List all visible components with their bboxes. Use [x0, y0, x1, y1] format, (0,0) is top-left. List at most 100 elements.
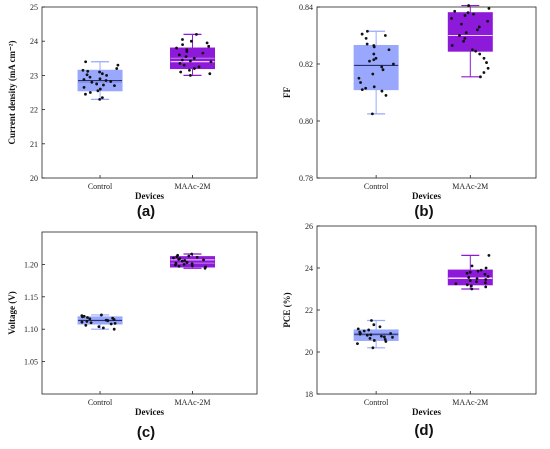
- data-point: [483, 272, 487, 276]
- data-point: [85, 73, 89, 77]
- box-maac-2m: [170, 252, 215, 270]
- data-point: [372, 323, 376, 327]
- data-point: [193, 67, 196, 70]
- box-control: [353, 319, 399, 350]
- y-axis-title: Current density (mA cm⁻²): [7, 40, 17, 144]
- x-axis-title: Devices: [135, 407, 164, 417]
- data-point: [177, 53, 181, 57]
- data-point: [470, 48, 474, 52]
- y-tick-label: 22: [305, 306, 313, 315]
- data-point: [383, 338, 387, 341]
- data-point: [486, 275, 490, 278]
- panel-label: (a): [137, 203, 155, 220]
- x-axis-title: Devices: [412, 191, 441, 201]
- data-point: [113, 84, 116, 88]
- data-point: [384, 340, 388, 343]
- data-point: [365, 333, 369, 337]
- y-axis-title: Voltage (V): [7, 291, 17, 334]
- x-axis-title: Devices: [412, 407, 441, 417]
- data-point: [96, 89, 100, 93]
- data-point: [209, 60, 213, 64]
- data-point: [104, 79, 108, 82]
- data-point: [113, 321, 117, 325]
- data-point: [380, 65, 384, 69]
- data-point: [475, 280, 478, 284]
- data-point: [195, 255, 199, 259]
- x-tick-label: Control: [364, 398, 389, 407]
- data-point: [469, 284, 473, 288]
- data-point: [98, 77, 102, 81]
- data-point: [364, 86, 368, 90]
- data-point: [176, 253, 180, 257]
- data-point: [484, 285, 488, 289]
- data-point: [356, 327, 360, 331]
- data-point: [380, 334, 383, 338]
- data-point: [372, 52, 376, 56]
- y-tick-label: 1.10: [24, 325, 38, 334]
- data-point: [482, 56, 486, 60]
- data-point: [178, 62, 182, 65]
- data-point: [81, 68, 85, 72]
- data-point: [475, 277, 479, 280]
- data-point: [116, 63, 120, 67]
- data-point: [185, 261, 189, 264]
- data-point: [486, 66, 490, 70]
- data-point: [472, 12, 475, 16]
- y-axis-title: PCE (%): [282, 292, 292, 327]
- chart-panel-2: 0.78 0.80 0.82 0.84 Control MAAc-2M Devices FF (…: [282, 3, 537, 220]
- data-point: [358, 330, 362, 334]
- data-point: [474, 49, 478, 53]
- data-point: [100, 96, 104, 100]
- box-maac-2m: [447, 4, 493, 79]
- data-point: [470, 264, 474, 268]
- data-point: [475, 28, 479, 32]
- data-point: [195, 32, 198, 36]
- data-point: [97, 325, 101, 329]
- y-tick-label: 1.20: [24, 260, 38, 269]
- data-point: [362, 329, 366, 333]
- y-tick-label: 26: [305, 222, 313, 231]
- data-point: [100, 72, 104, 76]
- data-point: [479, 75, 482, 79]
- data-point: [366, 29, 369, 33]
- data-point: [82, 78, 86, 81]
- panel-label: (c): [137, 424, 155, 441]
- data-point: [175, 46, 178, 50]
- data-point: [458, 34, 461, 37]
- data-point: [84, 60, 88, 64]
- data-point: [454, 282, 458, 286]
- y-tick-label: 24: [30, 37, 38, 46]
- data-point: [101, 326, 105, 330]
- data-point: [360, 32, 364, 36]
- data-point: [204, 265, 207, 269]
- data-point: [392, 62, 395, 66]
- data-point: [82, 85, 86, 89]
- data-point: [98, 70, 101, 74]
- y-tick-label: 23: [30, 71, 38, 80]
- data-point: [84, 323, 88, 327]
- data-point: [468, 270, 472, 274]
- data-point: [183, 259, 187, 262]
- y-tick-label: 0.82: [299, 60, 313, 69]
- data-point: [197, 65, 201, 69]
- plot-frame: [41, 231, 258, 395]
- data-point: [477, 25, 481, 29]
- data-point: [115, 67, 119, 70]
- x-tick-label: Control: [364, 182, 389, 191]
- data-point: [478, 52, 482, 56]
- data-point: [467, 4, 471, 7]
- panel-label: (b): [414, 203, 433, 220]
- data-point: [179, 70, 183, 74]
- x-tick-label: Control: [88, 398, 113, 407]
- data-point: [102, 83, 105, 87]
- data-point: [207, 44, 211, 48]
- y-axis-title: FF: [282, 87, 292, 98]
- data-point: [487, 7, 491, 10]
- data-point: [88, 75, 92, 79]
- data-point: [463, 14, 467, 17]
- data-point: [460, 22, 463, 26]
- data-point: [184, 55, 188, 58]
- data-point: [80, 314, 84, 317]
- data-point: [172, 256, 175, 260]
